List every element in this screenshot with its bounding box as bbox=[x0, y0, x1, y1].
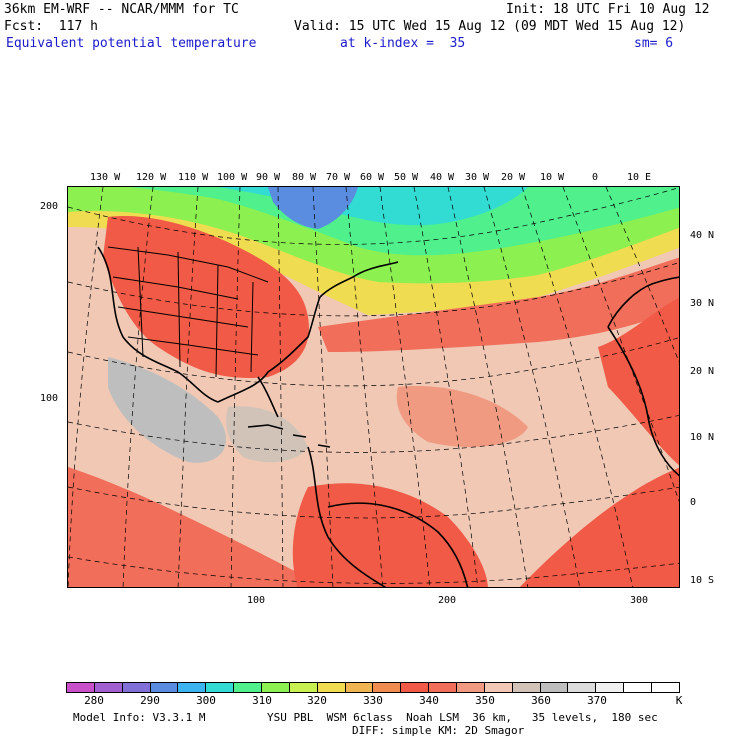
colorbar-cell bbox=[206, 683, 235, 692]
colorbar-label: 280 bbox=[84, 694, 104, 707]
colorbar-unit: K bbox=[675, 694, 683, 707]
colorbar-cell bbox=[540, 683, 569, 692]
lon-label: 60 W bbox=[360, 172, 385, 183]
theta-e-340-south-america bbox=[292, 483, 488, 587]
colorbar-label: 340 bbox=[419, 694, 439, 707]
field-name: Equivalent potential temperature bbox=[6, 36, 257, 51]
diffusion-info: DIFF: simple KM: 2D Smagor bbox=[352, 724, 525, 737]
model-info: Model Info: V3.3.1 M bbox=[73, 711, 206, 724]
colorbar-cell bbox=[317, 683, 346, 692]
lon-label: 100 W bbox=[217, 172, 248, 183]
colorbar-label: 310 bbox=[252, 694, 272, 707]
colorbar-cell bbox=[568, 683, 597, 692]
colorbar-cell bbox=[401, 683, 430, 692]
lon-label: 50 W bbox=[394, 172, 419, 183]
state-borders bbox=[107, 246, 269, 378]
coastlines bbox=[97, 246, 679, 587]
physics-info: YSU PBL WSM 6class Noah LSM 36 km, 35 le… bbox=[267, 711, 658, 724]
theta-e-355-patch bbox=[226, 406, 308, 463]
lon-label: 70 W bbox=[326, 172, 351, 183]
colorbar-cell bbox=[596, 683, 625, 692]
colorbar-label: 370 bbox=[587, 694, 607, 707]
graticule bbox=[68, 187, 679, 587]
theta-e-350-south bbox=[68, 467, 325, 587]
colorbar-cell bbox=[289, 683, 318, 692]
lon-label: 30 W bbox=[465, 172, 490, 183]
lat-label: 0 bbox=[690, 497, 697, 508]
lat-label: 10 S bbox=[690, 575, 715, 586]
theta-e-290-blob bbox=[268, 187, 358, 229]
lat-label: 20 N bbox=[690, 366, 715, 377]
lon-label: 10 E bbox=[627, 172, 652, 183]
lat-label: 40 N bbox=[690, 230, 715, 241]
colorbar-label: 290 bbox=[140, 694, 160, 707]
colorbar-label: 320 bbox=[307, 694, 327, 707]
grid-y-label: 200 bbox=[40, 201, 59, 212]
colorbar-label: 350 bbox=[475, 694, 495, 707]
map-graphic bbox=[68, 187, 679, 587]
colorbar-cell bbox=[652, 683, 679, 692]
theta-e-345-patch bbox=[396, 386, 528, 447]
color-scale-bar bbox=[66, 682, 680, 693]
colorbar-cell bbox=[373, 683, 402, 692]
colorbar-cell bbox=[484, 683, 513, 692]
theta-e-360-patch bbox=[108, 357, 227, 463]
colorbar-cell bbox=[94, 683, 123, 692]
lon-label: 90 W bbox=[256, 172, 281, 183]
colorbar-cell bbox=[234, 683, 263, 692]
colorbar-cell bbox=[429, 683, 458, 692]
colorbar-cell bbox=[67, 683, 95, 692]
colorbar-cell bbox=[457, 683, 485, 692]
lon-label: 110 W bbox=[178, 172, 209, 183]
grid-y-label: 100 bbox=[40, 393, 59, 404]
lon-label: 130 W bbox=[90, 172, 121, 183]
grid-x-label: 200 bbox=[438, 595, 457, 606]
lon-label: 20 W bbox=[501, 172, 526, 183]
grid-x-label: 100 bbox=[247, 595, 266, 606]
colorbar-cell bbox=[262, 683, 290, 692]
colorbar-label: 360 bbox=[531, 694, 551, 707]
forecast-hour: Fcst: 117 h bbox=[4, 19, 98, 34]
init-time: Init: 18 UTC Fri 10 Aug 12 bbox=[506, 2, 710, 17]
theta-e-340-southeast bbox=[519, 467, 679, 587]
colorbar-cell bbox=[122, 683, 151, 692]
theta-e-map bbox=[67, 186, 680, 588]
lat-label: 10 N bbox=[690, 432, 715, 443]
lon-label: 80 W bbox=[292, 172, 317, 183]
colorbar-cell bbox=[512, 683, 541, 692]
lon-label: 10 W bbox=[540, 172, 565, 183]
grid-x-label: 300 bbox=[630, 595, 649, 606]
valid-time: Valid: 15 UTC Wed 15 Aug 12 (09 MDT Wed … bbox=[294, 19, 686, 34]
level-index: at k-index = 35 bbox=[340, 36, 466, 51]
lon-label: 0 bbox=[592, 172, 599, 183]
lon-label: 40 W bbox=[430, 172, 455, 183]
model-title: 36km EM-WRF -- NCAR/MMM for TC bbox=[4, 2, 239, 17]
colorbar-cell bbox=[624, 683, 653, 692]
colorbar-cell bbox=[345, 683, 374, 692]
lon-label: 120 W bbox=[136, 172, 167, 183]
colorbar-cell bbox=[150, 683, 179, 692]
smoothing-value: sm= 6 bbox=[634, 36, 674, 51]
colorbar-cell bbox=[178, 683, 207, 692]
theta-e-340-us bbox=[103, 216, 309, 378]
colorbar-label: 300 bbox=[196, 694, 216, 707]
lat-label: 30 N bbox=[690, 298, 715, 309]
colorbar-label: 330 bbox=[363, 694, 383, 707]
